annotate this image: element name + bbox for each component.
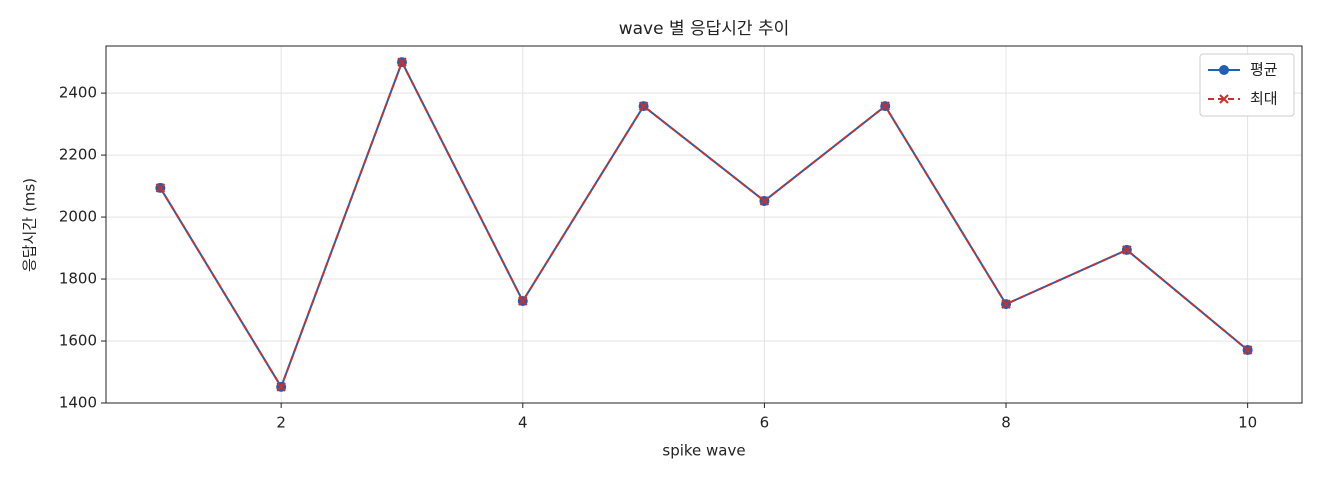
marker — [1219, 94, 1229, 104]
marker — [1001, 299, 1011, 309]
marker-stroke — [638, 101, 649, 111]
marker-stroke — [1219, 94, 1229, 104]
marker-stroke — [1242, 345, 1253, 355]
marker-stroke — [155, 183, 166, 193]
legend-label: 평균 — [1250, 61, 1278, 79]
y-tick-label: 2200 — [59, 146, 97, 164]
marker — [1122, 245, 1132, 255]
chart-title: wave 별 응답시간 추이 — [619, 19, 790, 39]
marker — [1242, 345, 1253, 355]
legend-label: 최대 — [1250, 90, 1278, 108]
x-tick-label: 8 — [1001, 414, 1011, 432]
marker — [1219, 65, 1229, 75]
marker — [155, 183, 166, 193]
plot-frame — [105, 45, 1303, 404]
marker — [759, 196, 770, 206]
y-tick-label: 1600 — [59, 332, 97, 350]
x-axis-label: spike wave — [662, 442, 745, 460]
x-tick-label: 4 — [518, 414, 528, 432]
y-tick-label: 2400 — [59, 84, 97, 102]
x-tick-label: 6 — [760, 414, 770, 432]
marker — [518, 296, 528, 306]
series-line — [159, 59, 1249, 390]
marker-stroke — [880, 101, 890, 111]
x-tick-label: 10 — [1238, 414, 1257, 432]
marker-stroke — [276, 382, 286, 392]
marker-stroke — [759, 196, 770, 206]
legend-box — [1199, 53, 1295, 117]
series-line — [159, 59, 1249, 390]
marker-stroke — [1122, 245, 1132, 255]
x-tick-label: 2 — [276, 414, 286, 432]
y-tick-label: 2000 — [59, 208, 97, 226]
y-axis-label: 응답시간 (ms) — [21, 178, 39, 272]
marker — [276, 382, 286, 392]
y-tick-label: 1400 — [59, 394, 97, 412]
marker-stroke — [1001, 299, 1011, 309]
marker-stroke — [397, 57, 407, 67]
y-tick-label: 1800 — [59, 270, 97, 288]
marker — [397, 57, 407, 67]
marker — [638, 101, 649, 111]
marker-stroke — [518, 296, 528, 306]
marker — [880, 101, 890, 111]
